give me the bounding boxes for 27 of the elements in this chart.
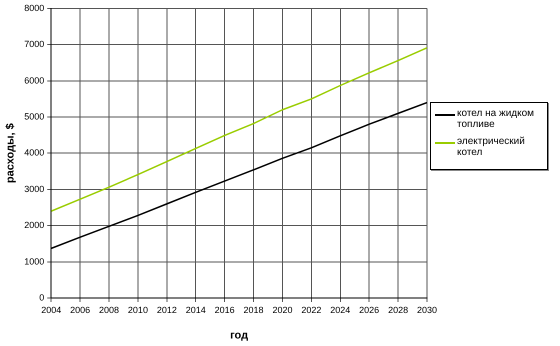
- y-tick-label: 7000: [24, 39, 44, 50]
- x-tick-label: 2022: [301, 304, 322, 315]
- x-tick-label: 2004: [41, 304, 62, 315]
- x-tick-label: 2010: [128, 304, 148, 315]
- legend-label: электрический котел: [457, 136, 526, 158]
- y-axis-title: расходы, $: [4, 123, 17, 184]
- x-tick-label: 2014: [186, 304, 206, 315]
- x-tick-label: 2008: [99, 304, 120, 315]
- x-tick-label: 2030: [416, 304, 438, 315]
- y-tick-label: 1000: [24, 256, 44, 266]
- y-tick-label: 8000: [24, 2, 44, 13]
- x-tick-label: 2016: [214, 304, 235, 315]
- x-tick-label: 2024: [330, 304, 350, 315]
- x-axis-title: год: [230, 329, 248, 342]
- y-tick-label: 2000: [24, 220, 44, 230]
- x-tick-label: 2018: [244, 304, 264, 315]
- y-tick-label: 0: [39, 292, 44, 302]
- y-tick-label: 3000: [24, 184, 44, 194]
- legend-label: котел на жидком топливе: [457, 108, 536, 130]
- x-tick-label: 2028: [388, 304, 408, 315]
- x-tick-label: 2026: [359, 304, 380, 315]
- y-tick-label: 4000: [24, 148, 44, 158]
- x-tick-label: 2012: [156, 304, 177, 315]
- x-tick-label: 2020: [272, 304, 292, 315]
- y-tick-label: 6000: [24, 75, 44, 86]
- y-tick-label: 5000: [24, 111, 44, 122]
- x-tick-label: 2006: [70, 304, 90, 315]
